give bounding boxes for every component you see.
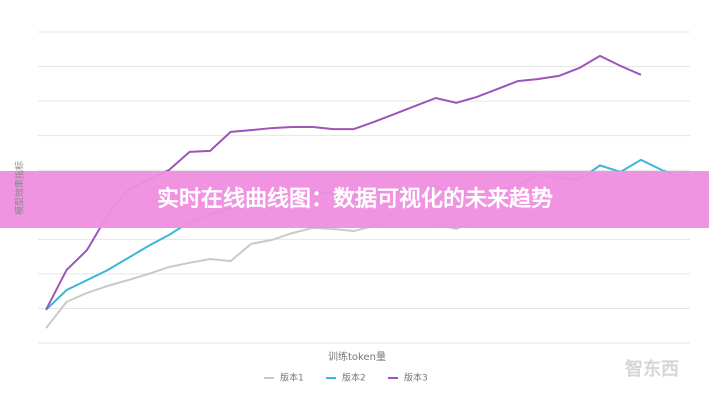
x-axis-label: 训练token量 (328, 350, 386, 363)
legend-label: 版本3 (404, 372, 428, 384)
chart-title: 实时在线曲线图：数据可视化的未来趋势 (157, 186, 553, 212)
legend-label: 版本2 (342, 372, 366, 384)
watermark: 智东西 (625, 358, 679, 380)
y-axis-label: 模型效果指标 (14, 161, 26, 215)
title-banner (0, 171, 709, 228)
legend: 版本1 版本2 版本3 (264, 372, 428, 384)
legend-label: 版本1 (280, 372, 304, 384)
